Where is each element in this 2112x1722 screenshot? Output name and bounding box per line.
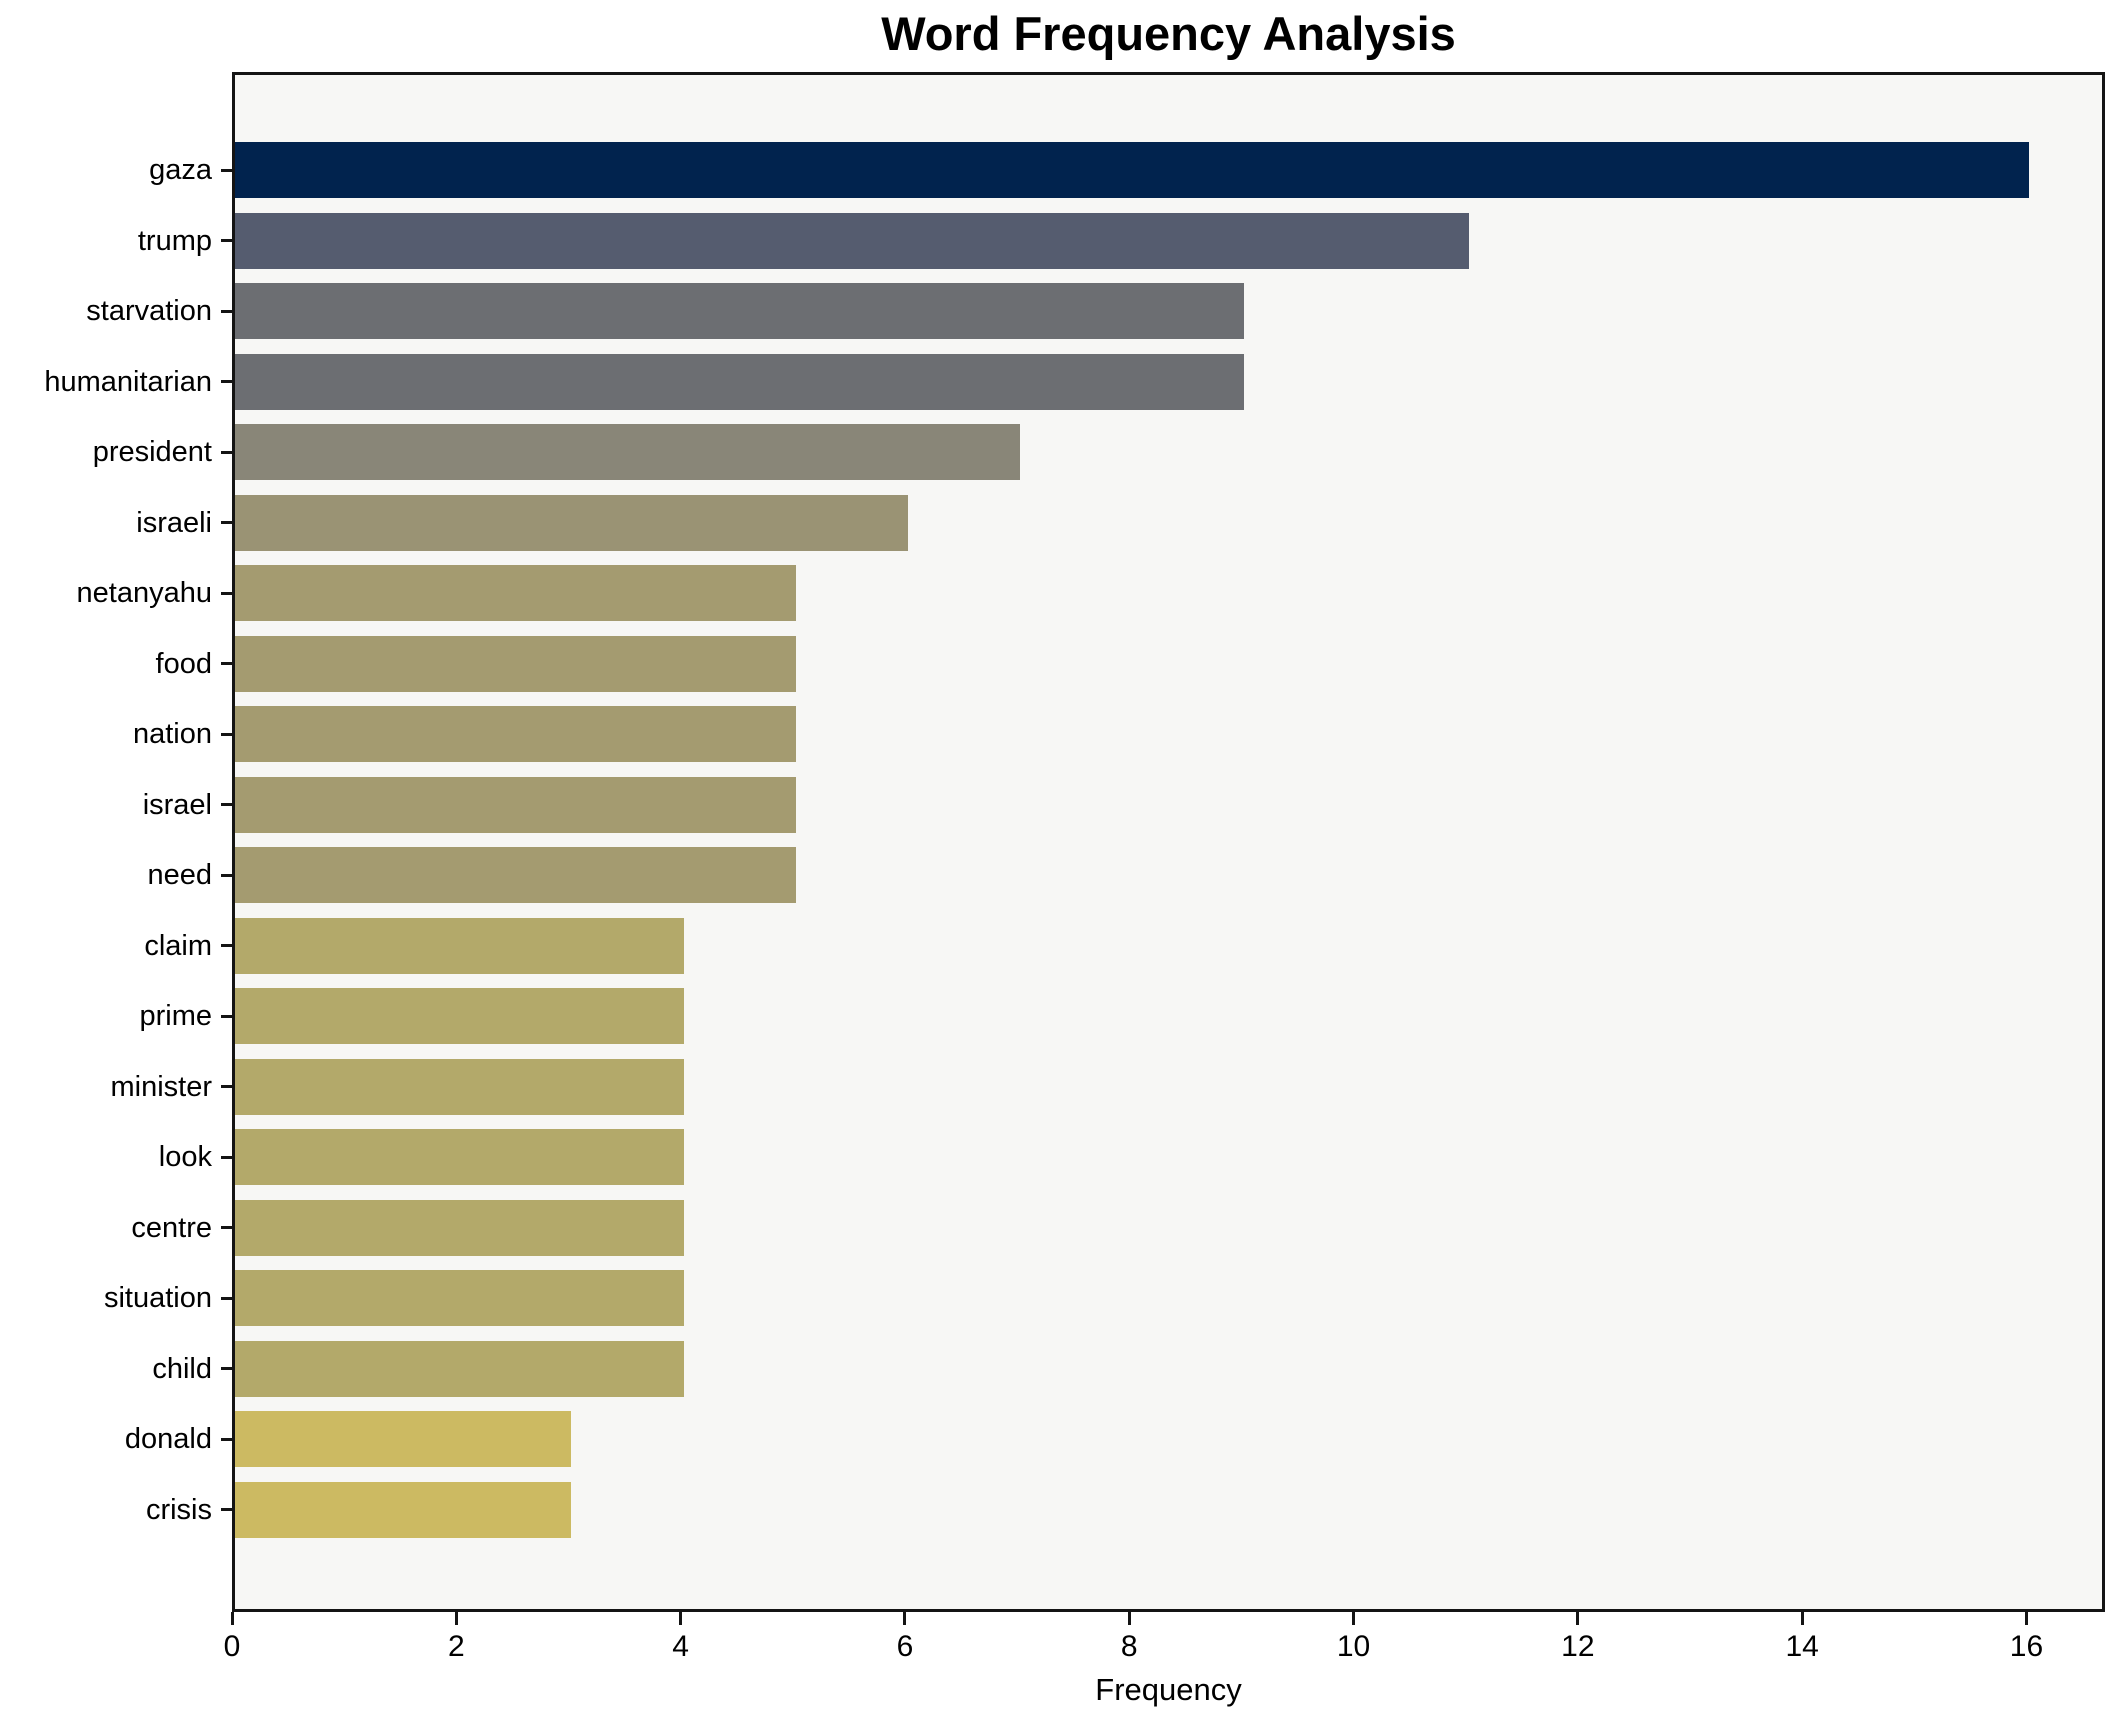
- bar-situation: [235, 1270, 684, 1326]
- y-tick-mark: [221, 944, 232, 947]
- y-label-situation: situation: [103, 1282, 212, 1314]
- bar-look: [235, 1129, 684, 1185]
- x-tick-label-8: 8: [1120, 1630, 1138, 1663]
- x-tick-label-16: 16: [2009, 1630, 2044, 1663]
- y-tick-mark: [221, 168, 232, 172]
- bar-need: [235, 847, 796, 903]
- x-axis-title: Frequency: [1095, 1672, 1242, 1707]
- bar-prime: [235, 988, 684, 1044]
- x-tick-mark: [1352, 1612, 1356, 1625]
- bar-child: [235, 1340, 684, 1397]
- bar-nation: [235, 706, 796, 762]
- x-tick-label-14: 14: [1785, 1630, 1819, 1663]
- y-label-humanitarian: humanitarian: [44, 365, 212, 398]
- y-tick-mark: [221, 1437, 232, 1441]
- plot-area: [232, 72, 2105, 1612]
- y-label-gaza: gaza: [149, 154, 212, 186]
- x-tick-label-2: 2: [447, 1630, 465, 1663]
- bar-gaza: [235, 142, 2029, 198]
- x-tick-mark: [1800, 1612, 1804, 1625]
- y-label-need: need: [147, 859, 212, 891]
- y-label-netanyahu: netanyahu: [76, 577, 212, 609]
- y-label-look: look: [158, 1141, 212, 1173]
- y-tick-mark: [221, 1155, 232, 1159]
- x-tick-mark: [903, 1612, 907, 1625]
- bar-president: [235, 424, 1020, 480]
- bar-humanitarian: [235, 353, 1244, 410]
- y-tick-mark: [221, 380, 232, 383]
- x-tick-mark: [1127, 1612, 1131, 1625]
- y-tick-mark: [221, 1367, 232, 1370]
- y-tick-mark: [221, 1508, 232, 1511]
- y-tick-mark: [221, 450, 232, 454]
- y-tick-mark: [221, 1014, 232, 1018]
- y-tick-mark: [221, 521, 232, 524]
- y-label-crisis: crisis: [145, 1493, 212, 1526]
- x-tick-label-12: 12: [1561, 1630, 1595, 1663]
- y-tick-mark: [221, 591, 232, 595]
- x-tick-mark: [454, 1612, 458, 1625]
- y-tick-mark: [221, 309, 232, 313]
- y-label-trump: trump: [137, 224, 212, 257]
- y-label-israeli: israeli: [136, 506, 212, 539]
- chart-title: Word Frequency Analysis: [881, 7, 1456, 60]
- bar-minister: [235, 1058, 684, 1115]
- y-label-nation: nation: [132, 718, 212, 750]
- x-tick-label-4: 4: [672, 1630, 689, 1663]
- y-label-centre: centre: [131, 1211, 212, 1244]
- x-tick-mark: [679, 1612, 683, 1625]
- bar-food: [235, 635, 796, 692]
- y-tick-mark: [221, 662, 232, 665]
- y-label-minister: minister: [110, 1070, 212, 1103]
- y-tick-mark: [221, 803, 232, 806]
- y-tick-mark: [221, 732, 232, 736]
- y-label-president: president: [92, 436, 212, 468]
- y-label-prime: prime: [139, 1000, 212, 1032]
- bar-israel: [235, 776, 796, 833]
- y-tick-mark: [221, 239, 232, 242]
- x-tick-label-0: 0: [223, 1630, 241, 1663]
- y-tick-mark: [221, 1226, 232, 1229]
- bar-centre: [235, 1199, 684, 1256]
- y-label-donald: donald: [124, 1423, 212, 1455]
- bar-israeli: [235, 494, 908, 551]
- bar-starvation: [235, 283, 1244, 339]
- bar-claim: [235, 917, 684, 974]
- x-tick-label-10: 10: [1336, 1630, 1371, 1663]
- x-tick-mark: [2024, 1612, 2028, 1625]
- bar-trump: [235, 212, 1469, 269]
- x-tick-mark: [230, 1612, 234, 1625]
- y-label-claim: claim: [144, 929, 212, 962]
- bar-donald: [235, 1411, 571, 1467]
- y-label-israel: israel: [142, 788, 212, 821]
- y-tick-mark: [221, 1085, 232, 1088]
- y-label-child: child: [152, 1352, 212, 1385]
- bar-netanyahu: [235, 565, 796, 621]
- y-tick-mark: [221, 873, 232, 877]
- bar-crisis: [235, 1481, 571, 1538]
- y-tick-mark: [221, 1296, 232, 1300]
- x-tick-mark: [1576, 1612, 1580, 1625]
- y-label-food: food: [155, 647, 212, 680]
- y-label-starvation: starvation: [86, 295, 212, 327]
- x-tick-label-6: 6: [896, 1630, 914, 1663]
